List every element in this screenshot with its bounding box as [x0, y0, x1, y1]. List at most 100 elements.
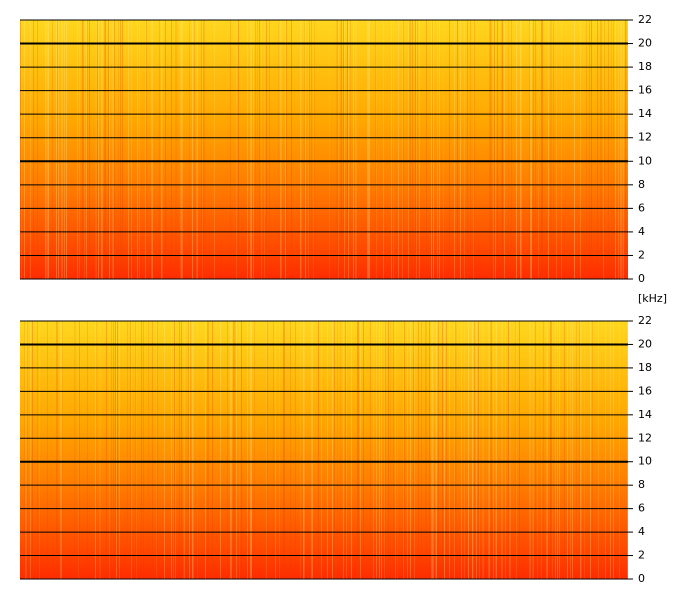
spectrogram-stripe	[491, 20, 492, 279]
spectrogram-stripe	[497, 20, 498, 279]
spectrogram-stripe	[535, 321, 536, 579]
y-tick-label: 16	[638, 84, 652, 97]
y-tick-label: 6	[638, 502, 645, 515]
spectrogram-stripe	[214, 20, 215, 279]
y-tick-label: 2	[638, 549, 645, 562]
spectrogram-stripe	[550, 20, 551, 279]
spectrogram-stripe	[464, 20, 465, 279]
spectrogram-stripe	[415, 20, 416, 279]
spectrogram-stripe	[321, 321, 322, 579]
spectrogram-stripe	[175, 20, 176, 279]
spectrogram-stripe	[105, 20, 106, 279]
y-tick-label: 10	[638, 154, 652, 167]
spectrogram-stripe	[304, 20, 305, 279]
spectrogram-stripe	[343, 20, 344, 279]
spectrogram-stripe	[482, 321, 483, 579]
spectrogram-stripe	[489, 20, 490, 279]
spectrogram-stripe	[318, 321, 319, 579]
spectrogram-stripe	[426, 20, 427, 279]
spectrogram-stripe	[33, 20, 34, 279]
spectrogram-stripe	[212, 321, 213, 579]
spectrogram-stripe	[390, 321, 391, 579]
spectrogram-stripe	[350, 20, 351, 279]
spectrogram-stripe	[538, 20, 539, 279]
y-tick-label: 4	[638, 525, 645, 538]
spectrogram-stripe	[529, 321, 530, 579]
spectrogram-stripe	[336, 20, 337, 279]
spectrogram-stripe	[431, 321, 432, 579]
spectrogram-stripe	[553, 20, 554, 279]
y-tick-label: 8	[638, 478, 645, 491]
spectrogram-stripe	[37, 321, 38, 579]
spectrogram-stripe	[586, 20, 587, 279]
spectrogram-stripe	[231, 321, 232, 579]
spectrogram-stripe	[591, 20, 592, 279]
spectrogram-stripe	[561, 20, 562, 279]
spectrogram-stripe	[449, 321, 450, 579]
spectrogram-stripe	[431, 20, 432, 279]
spectrogram-stripe	[267, 321, 268, 579]
spectrogram-image	[20, 20, 628, 279]
spectrogram-stripe	[193, 321, 194, 579]
spectrogram-stripe	[590, 321, 591, 579]
spectrogram-stripe	[474, 321, 475, 579]
spectrogram-stripe	[24, 20, 25, 279]
spectrogram-stripe	[203, 20, 204, 279]
spectrogram-stripe	[495, 20, 496, 279]
spectrogram-stripe	[84, 20, 85, 279]
spectrogram-stripe	[109, 20, 110, 279]
spectrogram-stripe	[37, 20, 38, 279]
spectrogram-stripe	[131, 321, 132, 579]
y-tick-label: 14	[638, 408, 652, 421]
spectrogram-stripe	[347, 20, 348, 279]
spectrogram-stripe	[313, 20, 314, 279]
spectrogram-stripe	[357, 321, 358, 579]
spectrogram-stripe	[30, 20, 31, 279]
spectrogram-stripe	[391, 20, 392, 279]
spectrogram-stripe	[376, 321, 377, 579]
spectrogram-stripe	[490, 20, 491, 279]
spectrogram-stripe	[432, 20, 433, 279]
spectrogram-stripe	[464, 321, 465, 579]
spectrogram-stripe	[473, 321, 474, 579]
spectrogram-stripe	[201, 20, 202, 279]
spectrogram-stripe	[143, 321, 144, 579]
spectrogram-stripe	[373, 321, 374, 579]
spectrogram-stripe	[130, 321, 131, 579]
spectrogram-stripe	[305, 20, 306, 279]
spectrogram-stripe	[146, 20, 147, 279]
spectrogram-stripe	[27, 321, 28, 579]
spectrogram-stripe	[56, 20, 57, 279]
spectrogram-stripe	[113, 20, 114, 279]
spectrogram-stripe	[600, 20, 601, 279]
spectrogram-stripe	[416, 20, 417, 279]
spectrogram-stripe	[508, 321, 509, 579]
spectrogram-stripe	[368, 20, 369, 279]
spectrogram-stripe	[98, 20, 99, 279]
spectrogram-stripe	[239, 321, 240, 579]
spectrogram-stripe	[266, 20, 267, 279]
y-tick-label: 12	[638, 431, 652, 444]
y-tick-label: 18	[638, 361, 652, 374]
spectrogram-stripe	[348, 20, 349, 279]
spectrogram-stripe	[61, 20, 62, 279]
spectrogram-stripe	[192, 20, 193, 279]
spectrogram-stripe	[520, 20, 521, 279]
spectrogram-stripe	[62, 321, 63, 579]
spectrogram-stripe	[340, 321, 341, 579]
spectrogram-stripe	[141, 321, 142, 579]
spectrogram-stripe	[171, 321, 172, 579]
spectrogram-stripe	[280, 20, 281, 279]
spectrogram-stripe	[45, 20, 46, 279]
spectrogram-stripe	[410, 321, 411, 579]
spectrogram-stripe	[530, 321, 531, 579]
spectrogram-stripe	[269, 20, 270, 279]
spectrogram-stripe	[120, 20, 121, 279]
spectrogram-stripe	[418, 321, 419, 579]
y-tick-label: 0	[638, 272, 645, 285]
spectrogram-stripe	[165, 20, 166, 279]
spectrogram-stripe	[131, 20, 132, 279]
spectrogram-stripe	[253, 20, 254, 279]
spectrogram-stripe	[584, 321, 585, 579]
spectrogram-stripe	[180, 20, 181, 279]
